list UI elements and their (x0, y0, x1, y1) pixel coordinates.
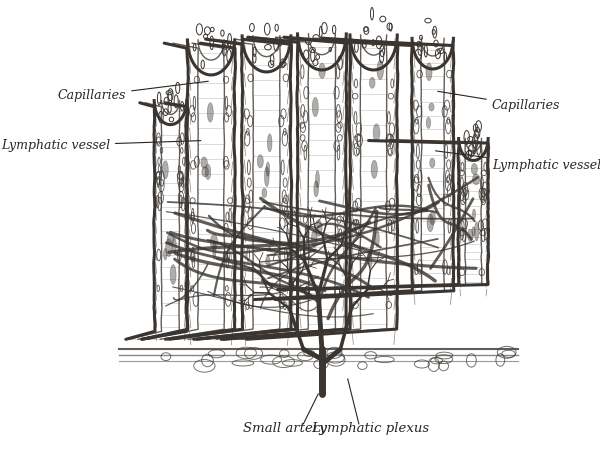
Ellipse shape (265, 167, 269, 187)
Ellipse shape (472, 227, 475, 236)
Ellipse shape (368, 251, 372, 268)
Ellipse shape (201, 157, 208, 168)
Ellipse shape (471, 163, 478, 175)
Ellipse shape (375, 230, 379, 247)
Ellipse shape (167, 234, 174, 244)
Ellipse shape (163, 161, 168, 179)
Ellipse shape (262, 188, 267, 198)
Ellipse shape (427, 214, 433, 232)
Ellipse shape (266, 256, 270, 266)
Ellipse shape (257, 155, 263, 168)
Text: Lymphatic vessel: Lymphatic vessel (1, 139, 201, 152)
Ellipse shape (164, 249, 167, 260)
Text: Lymphatic vessel: Lymphatic vessel (436, 151, 600, 172)
Ellipse shape (467, 229, 473, 241)
Text: Capillaries: Capillaries (58, 81, 208, 102)
Ellipse shape (377, 60, 383, 80)
Ellipse shape (166, 239, 172, 257)
Ellipse shape (311, 230, 317, 248)
Ellipse shape (208, 103, 213, 122)
Ellipse shape (213, 241, 216, 259)
Ellipse shape (319, 63, 325, 78)
Ellipse shape (371, 160, 377, 178)
Ellipse shape (429, 103, 434, 111)
Ellipse shape (266, 162, 270, 176)
Text: Lymphatic plexus: Lymphatic plexus (311, 422, 429, 435)
Ellipse shape (172, 238, 176, 253)
Ellipse shape (312, 97, 318, 117)
Ellipse shape (315, 220, 322, 236)
Ellipse shape (170, 265, 176, 285)
Ellipse shape (202, 166, 208, 177)
Ellipse shape (205, 164, 211, 179)
Ellipse shape (430, 158, 435, 168)
Ellipse shape (475, 222, 479, 241)
Text: Small artery: Small artery (243, 422, 327, 435)
Ellipse shape (211, 235, 218, 249)
Ellipse shape (370, 77, 375, 88)
Ellipse shape (426, 63, 432, 81)
Text: Capillaries: Capillaries (437, 91, 560, 112)
Ellipse shape (373, 124, 380, 142)
Ellipse shape (314, 181, 319, 197)
Ellipse shape (430, 211, 436, 225)
Ellipse shape (316, 170, 319, 188)
Ellipse shape (268, 134, 272, 152)
Ellipse shape (473, 209, 476, 219)
Ellipse shape (473, 174, 480, 184)
Ellipse shape (426, 117, 431, 129)
